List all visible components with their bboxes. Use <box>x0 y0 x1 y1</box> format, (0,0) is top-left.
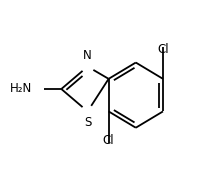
Text: H₂N: H₂N <box>10 82 32 96</box>
Text: S: S <box>84 116 91 129</box>
Text: Cl: Cl <box>157 43 169 56</box>
Text: Cl: Cl <box>103 134 114 147</box>
Text: N: N <box>83 49 92 62</box>
